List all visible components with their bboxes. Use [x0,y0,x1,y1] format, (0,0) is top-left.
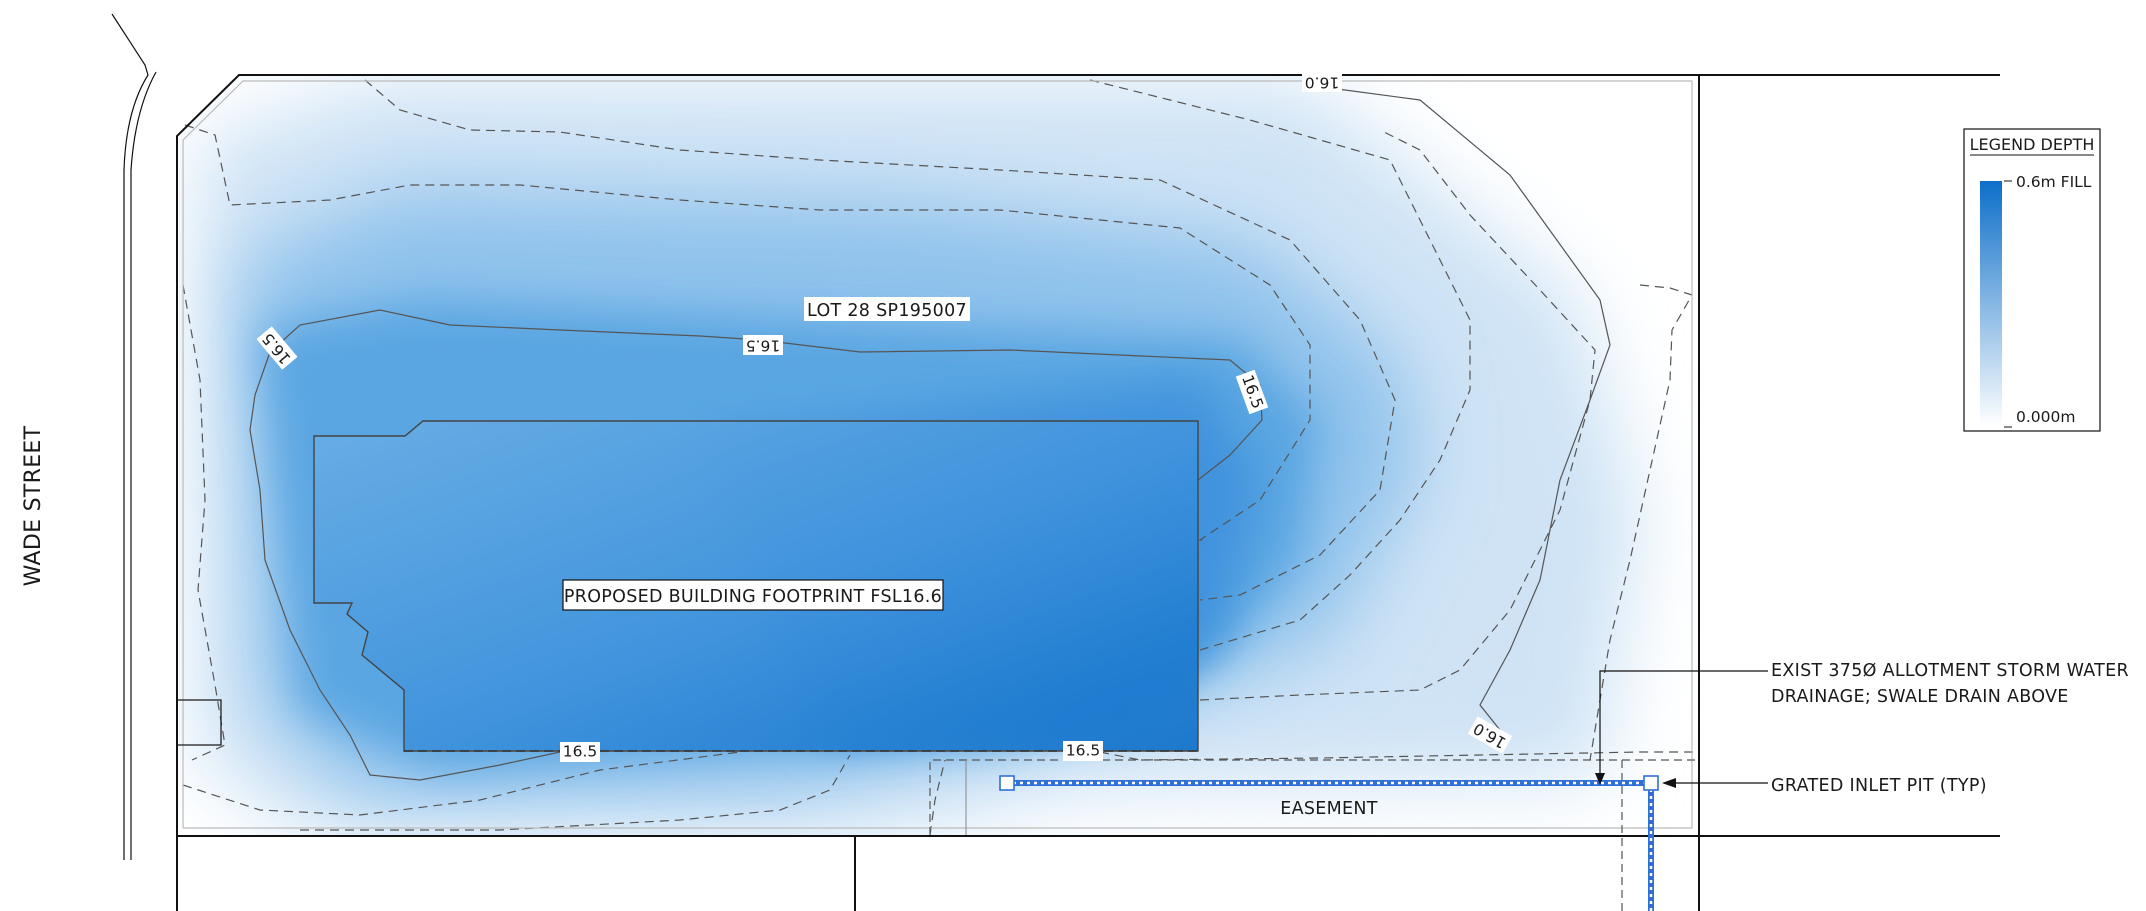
easement-label: EASEMENT [1280,799,1378,819]
callout-grated-inlet: GRATED INLET PIT (TYP) [1771,776,1987,796]
contour-label: 16.5 [1066,742,1101,760]
easement-area [929,759,1699,911]
callout-storm-water-line2: DRAINAGE; SWALE DRAIN ABOVE [1771,687,2069,707]
contour-lines [182,79,1700,836]
legend-min-label: 0.000m [2016,408,2075,426]
inlet-pit-west [999,775,1015,791]
legend-title: LEGEND DEPTH [1970,135,2095,154]
legend-max-label: 0.6m FILL [2016,173,2092,191]
callout-storm-water-line1: EXIST 375Ø ALLOTMENT STORM WATER [1771,661,2129,681]
lot-label-text: LOT 28 SP195007 [807,301,967,321]
street-kerb [111,13,157,860]
legend: LEGEND DEPTH 0.6m FILL 0.000m [1963,128,2101,432]
contour-labels: 16.0 16.5 16.5 16.5 16.5 16.5 16.0 [256,72,1513,762]
inlet-pit-east [1643,775,1659,791]
building-label: PROPOSED BUILDING FOOTPRINT FSL16.6 [562,579,944,611]
contour-label: 16.5 [746,337,781,355]
building-label-text: PROPOSED BUILDING FOOTPRINT FSL16.6 [564,587,942,607]
lot-label: LOT 28 SP195007 [804,297,970,321]
street-name: WADE STREET [21,425,46,586]
callout-leaders [1595,670,1768,788]
lot-boundary [176,74,2000,911]
storm-water-pipe [999,775,1659,911]
contour-label: 16.0 [1305,74,1340,92]
contour-label: 16.5 [563,743,598,761]
legend-color-ramp [1980,181,2002,427]
